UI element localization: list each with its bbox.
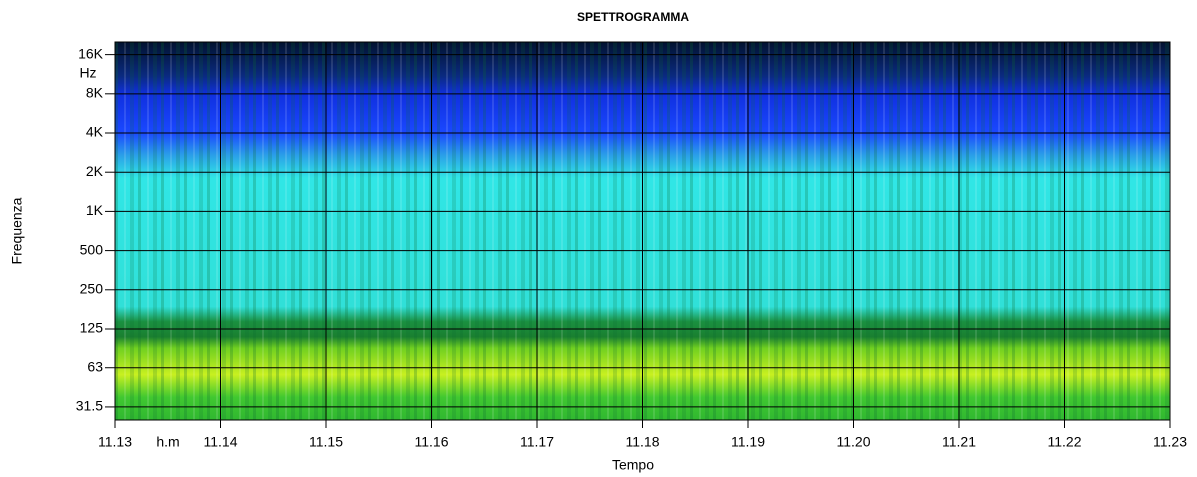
y-tick-label: 125: [80, 320, 104, 336]
x-tick-label: 11.20: [837, 434, 871, 450]
x-tick-label: 11.19: [731, 434, 765, 450]
y-tick-label: 16K: [78, 45, 104, 61]
x-unit: h.m: [156, 434, 179, 450]
y-axis-label: Frequenza: [9, 197, 25, 264]
x-tick-label: 11.13: [98, 434, 132, 450]
x-tick-label: 11.18: [626, 434, 660, 450]
x-axis-label: Tempo: [612, 457, 654, 473]
x-tick-label: 11.14: [204, 434, 238, 450]
y-tick-label: 31.5: [76, 398, 103, 414]
y-tick-label: 4K: [86, 124, 104, 140]
x-tick-label: 11.15: [309, 434, 343, 450]
chart-title: SPETTROGRAMMA: [577, 10, 689, 24]
x-tick-label: 11.21: [942, 434, 976, 450]
y-tick-label: 2K: [86, 163, 104, 179]
y-tick-label: 1K: [86, 202, 104, 218]
x-tick-label: 11.22: [1048, 434, 1082, 450]
y-tick-label: 250: [80, 280, 104, 296]
x-tick-label: 11.17: [520, 434, 554, 450]
y-tick-label: 8K: [86, 85, 104, 101]
y-tick-label: 500: [80, 241, 104, 257]
y-tick-label: 63: [87, 358, 103, 374]
y-unit: Hz: [79, 65, 96, 81]
x-tick-label: 11.16: [415, 434, 449, 450]
x-tick-label: 11.23: [1153, 434, 1187, 450]
